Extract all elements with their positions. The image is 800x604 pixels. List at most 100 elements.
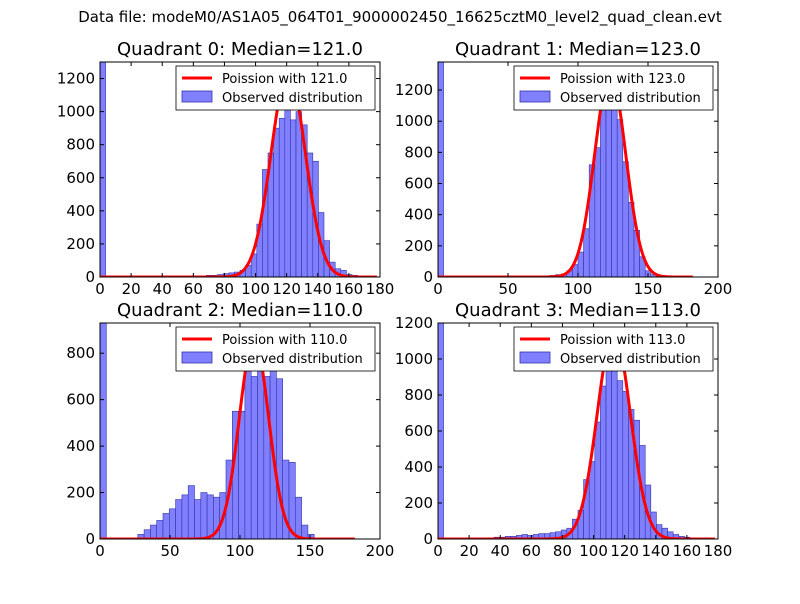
y-tick-label: 800 [404, 143, 433, 161]
x-tick-label: 150 [296, 542, 325, 560]
poisson-curve [438, 72, 693, 277]
subplot-title: Quadrant 0: Median=121.0 [117, 39, 363, 60]
histogram-bar [206, 494, 214, 539]
y-tick-label: 1000 [395, 112, 433, 130]
y-tick-label: 400 [66, 437, 95, 455]
y-tick-label: 0 [423, 530, 433, 548]
legend-bar-swatch [519, 351, 551, 364]
histogram-bar [187, 485, 195, 539]
x-tick-label: 140 [641, 542, 670, 560]
y-tick-label: 400 [66, 202, 95, 220]
legend-label-observed: Observed distribution [560, 352, 701, 367]
legend: Poission with 123.0 Observed distribution [513, 65, 714, 111]
x-tick-label: 80 [553, 542, 572, 560]
x-tick-label: 140 [303, 280, 332, 298]
x-tick-label: 50 [498, 280, 517, 298]
y-tick-label: 800 [66, 136, 95, 154]
subplot-title: Quadrant 3: Median=113.0 [455, 300, 701, 321]
legend-label-observed: Observed distribution [560, 91, 701, 106]
y-tick-label: 800 [66, 344, 95, 362]
y-tick-label: 1000 [395, 350, 433, 368]
histogram-bar [295, 111, 302, 277]
histogram-bar [273, 127, 280, 277]
y-tick-label: 400 [404, 458, 433, 476]
legend-bar-swatch [181, 90, 213, 103]
histogram-bar [605, 81, 612, 277]
histogram-bar [181, 494, 189, 539]
histogram-bar [600, 89, 607, 277]
x-tick-label: 120 [272, 280, 301, 298]
histogram-bar [169, 508, 176, 539]
legend-box [513, 65, 714, 111]
x-tick-label: 0 [433, 542, 443, 560]
subplot-title: Quadrant 2: Median=110.0 [117, 300, 363, 321]
y-tick-label: 1200 [57, 70, 95, 88]
histogram-bar [594, 421, 601, 539]
x-tick-label: 20 [460, 542, 479, 560]
x-tick-label: 60 [184, 280, 203, 298]
histogram-bar [194, 499, 202, 539]
histogram-bar [307, 534, 315, 539]
histogram-bar [583, 228, 590, 277]
histogram-bar [244, 362, 252, 539]
histogram-bar [150, 524, 157, 539]
subplot-quadrant-0: 0 20 40 60 80 100 120 140 160 180 0 200 400 600 800 100… [57, 39, 395, 298]
y-tick-label: 200 [404, 237, 433, 255]
y-tick-label: 600 [404, 175, 433, 193]
legend-label-poisson: Poission with 110.0 [222, 333, 347, 348]
histogram-bar [100, 323, 107, 539]
legend-label-poisson: Poission with 121.0 [222, 72, 347, 87]
x-tick-label: 0 [95, 280, 105, 298]
y-tick-label: 0 [85, 530, 95, 548]
x-tick-label: 180 [704, 542, 733, 560]
x-tick-label: 180 [366, 280, 395, 298]
x-tick-label: 0 [433, 280, 443, 298]
histogram-bar [622, 391, 629, 539]
poisson-curve [438, 330, 715, 539]
legend: Poission with 110.0 Observed distribution [175, 326, 376, 372]
histogram-bar [577, 251, 584, 277]
histogram-bar [605, 362, 612, 539]
histogram-bar [600, 385, 607, 539]
x-tick-label: 60 [522, 542, 541, 560]
legend-label-poisson: Poission with 113.0 [560, 333, 685, 348]
legend-label-observed: Observed distribution [222, 91, 363, 106]
histogram-bar [156, 520, 164, 539]
y-tick-label: 1200 [395, 314, 433, 332]
legend: Poission with 121.0 Observed distribution [175, 65, 376, 111]
y-tick-label: 1200 [395, 81, 433, 99]
x-tick-label: 40 [153, 280, 172, 298]
histogram-bar [294, 496, 302, 539]
poisson-curve [100, 70, 377, 277]
histogram-bar [175, 499, 183, 539]
subplot-quadrant-2: 0 50 100 150 200 0 200 400 600 800 Quadrant 2: Med… [66, 300, 394, 560]
legend-label-observed: Observed distribution [222, 352, 363, 367]
histogram-bar [200, 492, 208, 539]
x-tick-label: 20 [122, 280, 141, 298]
x-tick-label: 200 [366, 542, 395, 560]
y-tick-label: 0 [423, 268, 433, 286]
y-tick-label: 0 [85, 268, 95, 286]
x-tick-label: 0 [95, 542, 105, 560]
x-tick-label: 40 [491, 542, 510, 560]
x-tick-label: 160 [335, 280, 364, 298]
x-tick-label: 80 [215, 280, 234, 298]
x-tick-label: 160 [673, 542, 702, 560]
x-tick-label: 100 [241, 280, 270, 298]
x-tick-label: 120 [610, 542, 639, 560]
histogram-bar [438, 62, 444, 277]
y-tick-label: 1000 [57, 103, 95, 121]
y-tick-label: 600 [404, 422, 433, 440]
histogram-bar [238, 410, 246, 539]
y-tick-label: 400 [404, 206, 433, 224]
legend-box [175, 65, 376, 111]
x-tick-label: 50 [160, 542, 179, 560]
y-tick-label: 200 [404, 494, 433, 512]
legend-box [513, 326, 714, 372]
legend: Poission with 113.0 Observed distribution [513, 326, 714, 372]
x-tick-label: 100 [564, 280, 593, 298]
histogram-bar [616, 119, 624, 277]
legend-label-poisson: Poission with 123.0 [560, 72, 685, 87]
figure-suptitle: Data file: modeM0/AS1A05_064T01_90000024… [78, 8, 722, 26]
